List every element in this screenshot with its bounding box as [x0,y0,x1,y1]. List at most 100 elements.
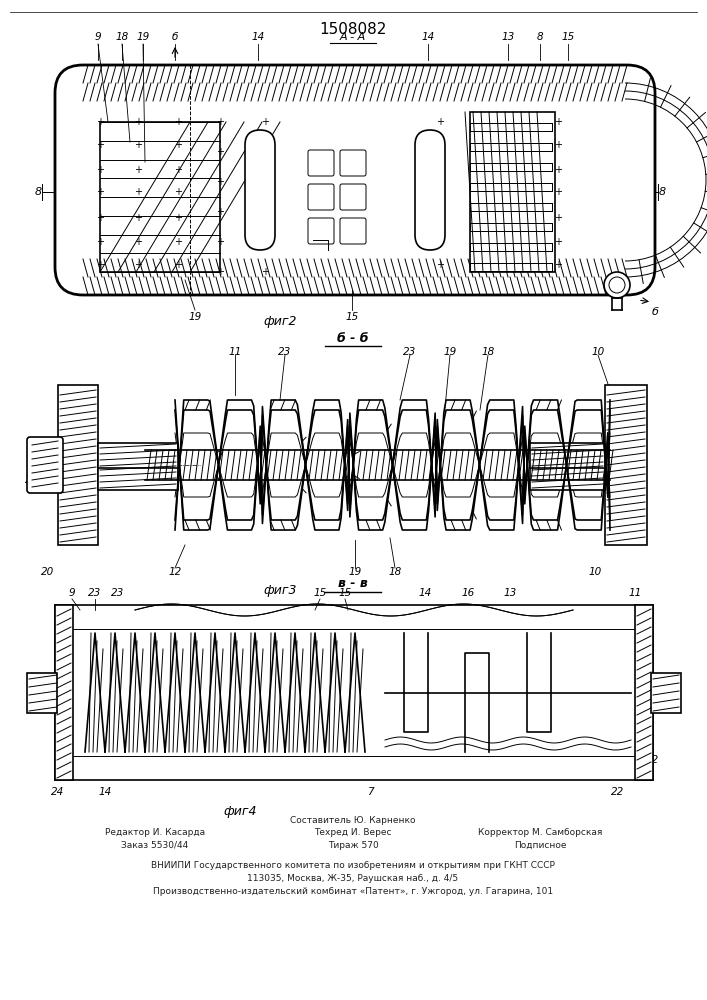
Text: Техред И. Верес: Техред И. Верес [314,828,392,837]
Text: +: + [261,177,269,187]
Text: +: + [134,237,142,247]
Text: +: + [216,177,224,187]
Text: A - A: A - A [340,32,366,42]
Text: +: + [174,165,182,175]
Text: 23: 23 [279,347,291,357]
Bar [470,243,552,251]
Text: Подписное: Подписное [514,841,566,850]
Text: +: + [554,260,562,270]
Text: 11: 11 [228,347,242,357]
Text: +: + [174,117,182,127]
Text: +: + [261,147,269,157]
Text: +: + [174,187,182,197]
Text: +: + [174,237,182,247]
Text: 1508082: 1508082 [320,22,387,37]
Circle shape [604,272,630,298]
Circle shape [609,277,625,293]
Bar [470,203,552,211]
Text: Тираж 570: Тираж 570 [327,841,378,850]
Bar [470,143,552,151]
Text: б: б [172,32,178,42]
Text: 13: 13 [501,32,515,42]
Text: +: + [134,140,142,150]
Text: 16: 16 [462,588,474,598]
Text: +: + [261,267,269,277]
Text: 15: 15 [339,588,351,598]
Text: Корректор М. Самборская: Корректор М. Самборская [478,828,602,837]
Text: 11: 11 [629,588,642,598]
FancyBboxPatch shape [27,437,63,493]
Text: 14: 14 [421,32,435,42]
Text: фиг4: фиг4 [223,805,257,818]
Text: Заказ 5530/44: Заказ 5530/44 [122,841,189,850]
Bar [470,112,555,272]
FancyBboxPatch shape [55,65,655,295]
Text: 19: 19 [349,567,361,577]
Text: +: + [134,165,142,175]
Bar [470,163,552,171]
Text: 12: 12 [645,755,659,765]
Bar [470,123,552,131]
Text: +: + [96,260,104,270]
Text: 15: 15 [313,588,327,598]
Bar [27,673,57,713]
Bar [470,203,552,211]
Text: б: б [652,307,658,317]
Text: +: + [554,117,562,127]
Text: 19: 19 [188,312,201,322]
Bar [58,385,98,545]
Text: +: + [554,140,562,150]
Text: +: + [474,213,482,223]
Bar [470,183,552,191]
Bar [651,673,681,713]
Text: +: + [261,237,269,247]
Text: +: + [174,260,182,270]
Text: +: + [514,117,522,127]
Text: 23: 23 [88,588,102,598]
Text: +: + [216,237,224,247]
Text: +: + [514,237,522,247]
Bar [470,123,552,131]
Text: +: + [436,187,444,197]
Text: +: + [554,237,562,247]
Text: +: + [514,140,522,150]
Bar [100,122,220,272]
Text: б - б: б - б [337,332,369,345]
Text: +: + [514,187,522,197]
Bar [55,605,653,780]
Text: +: + [96,140,104,150]
Bar [530,462,605,490]
Text: 18: 18 [388,567,402,577]
Bar [605,385,647,545]
Bar [470,263,552,271]
Text: +: + [216,267,224,277]
Text: +: + [474,260,482,270]
Bar [98,462,178,490]
Text: Производственно-издательский комбинат «Патент», г. Ужгород, ул. Гагарина, 101: Производственно-издательский комбинат «П… [153,887,553,896]
Text: +: + [134,117,142,127]
Text: в - в: в - в [338,577,368,590]
Text: 8: 8 [35,187,42,197]
Text: +: + [554,187,562,197]
Text: 19: 19 [443,347,457,357]
Text: Редактор И. Касарда: Редактор И. Касарда [105,828,205,837]
Text: +: + [436,165,444,175]
Bar [530,443,605,468]
Text: 18: 18 [481,347,495,357]
Text: 23: 23 [404,347,416,357]
Text: 19: 19 [136,32,150,42]
Text: 10: 10 [591,347,604,357]
Text: +: + [474,117,482,127]
Text: +: + [134,213,142,223]
Text: +: + [514,260,522,270]
Text: +: + [554,213,562,223]
Text: 21: 21 [25,475,39,485]
Bar [470,183,552,191]
Text: +: + [96,165,104,175]
Text: 15: 15 [346,312,358,322]
Text: 9: 9 [95,32,101,42]
Text: +: + [216,147,224,157]
Text: +: + [96,187,104,197]
Text: +: + [474,140,482,150]
Text: 22: 22 [612,787,624,797]
